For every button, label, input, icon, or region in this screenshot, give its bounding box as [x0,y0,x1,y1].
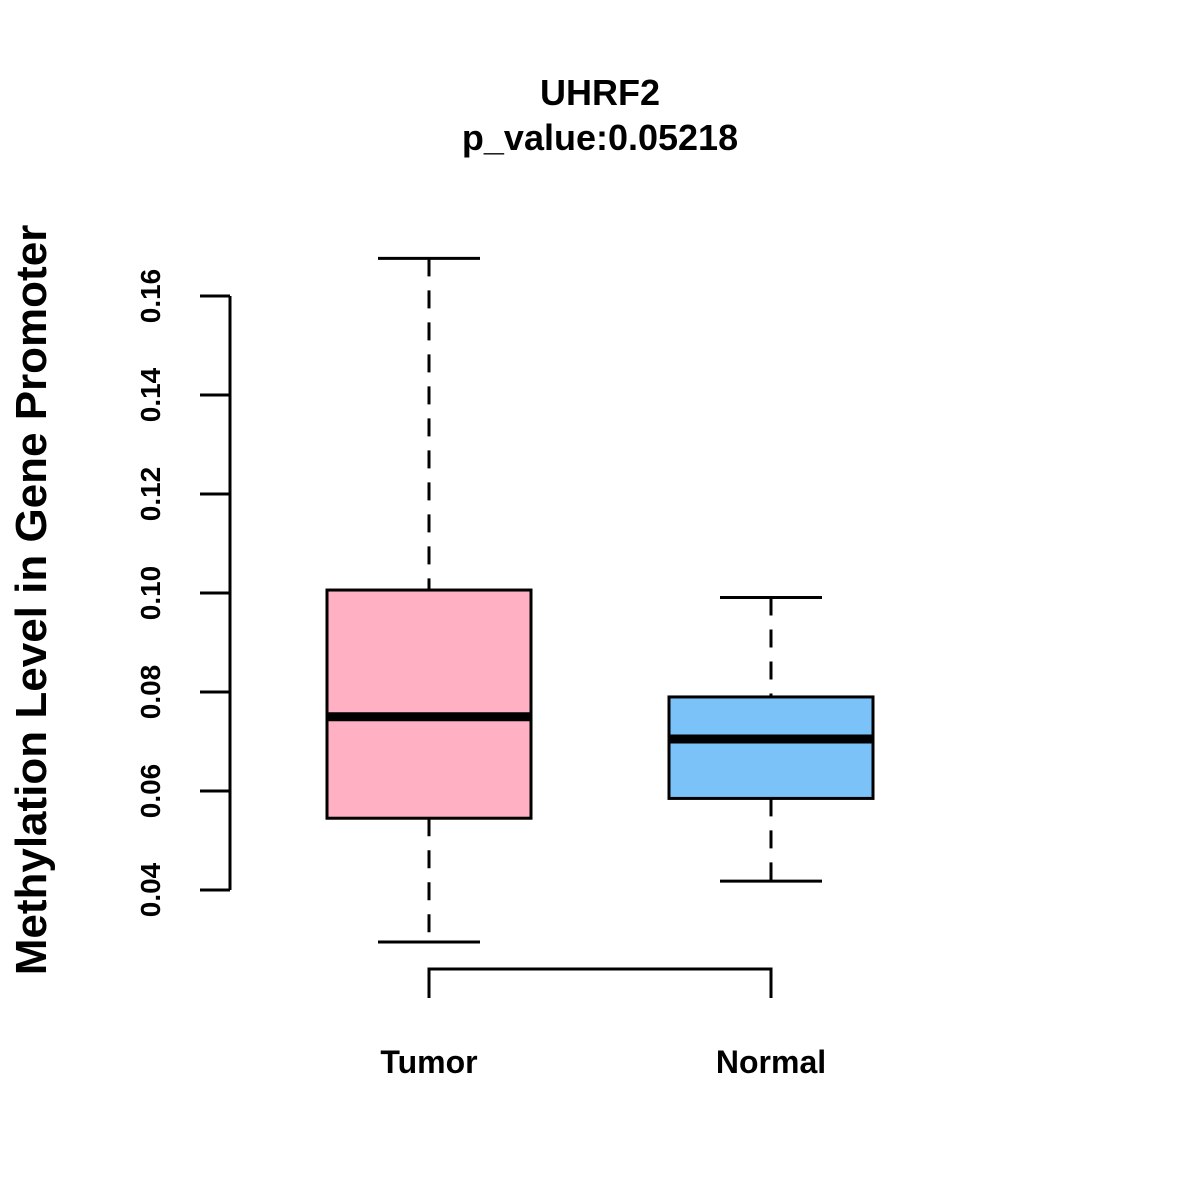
box-tumor [325,256,533,944]
y-tick-label: 0.14 [135,367,166,422]
box-series [325,256,875,944]
box-iqr [325,588,533,820]
x-category-label: Normal [716,1044,826,1080]
x-category-labels: Tumor Normal [380,1044,826,1080]
x-category-label: Tumor [380,1044,477,1080]
box-iqr [667,695,875,800]
y-tick-label: 0.04 [135,862,166,917]
chart-subtitle: p_value:0.05218 [462,117,738,158]
bracket-line [427,967,773,998]
y-tick-label: 0.12 [135,467,166,522]
y-axis-label: Methylation Level in Gene Promoter [7,225,56,976]
box-normal [667,595,875,883]
y-axis: 0.04 0.06 0.08 0.10 0.12 0.14 0.16 [135,269,232,917]
y-tick-label: 0.06 [135,764,166,819]
chart-title: UHRF2 [540,72,660,113]
y-tick-label: 0.08 [135,665,166,720]
y-tick-label: 0.16 [135,269,166,324]
y-tick-label: 0.10 [135,566,166,621]
comparison-bracket [427,967,773,998]
